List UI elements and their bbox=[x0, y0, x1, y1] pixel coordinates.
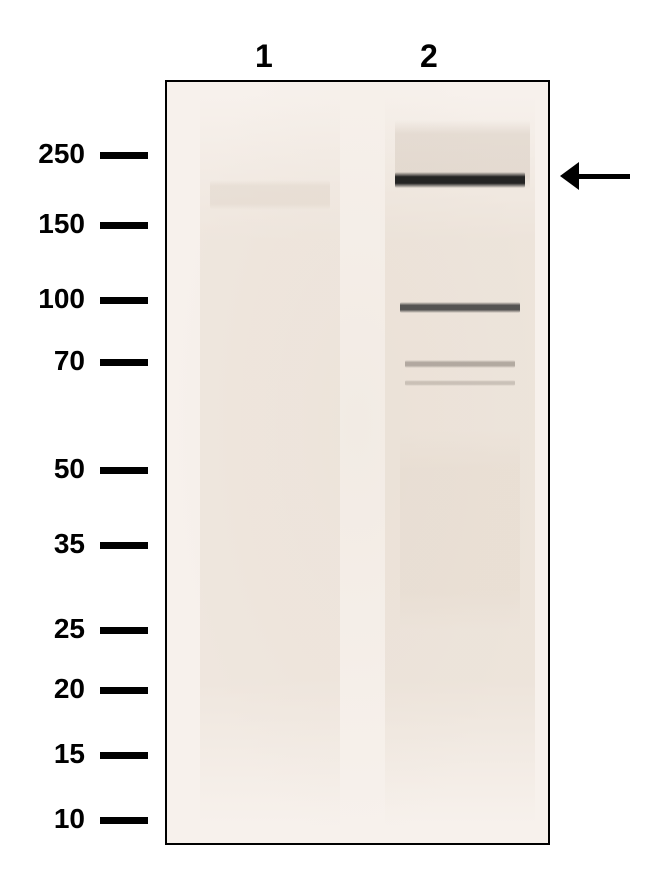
mw-label-15: 15 bbox=[54, 738, 85, 770]
mw-label-100: 100 bbox=[38, 283, 85, 315]
mw-label-20: 20 bbox=[54, 673, 85, 705]
mw-tick-15 bbox=[100, 752, 148, 759]
lane-smear-1-3 bbox=[210, 180, 330, 210]
mw-tick-150 bbox=[100, 222, 148, 229]
western-blot-figure: 1 2 250 150 100 70 50 35 25 20 15 10 bbox=[0, 0, 650, 870]
target-band-arrow bbox=[560, 176, 630, 204]
mw-tick-50 bbox=[100, 467, 148, 474]
arrow-head-icon bbox=[560, 162, 579, 190]
mw-label-25: 25 bbox=[54, 613, 85, 645]
lane-label-2: 2 bbox=[420, 38, 438, 75]
mw-label-10: 10 bbox=[54, 803, 85, 835]
band-lane2-1 bbox=[400, 302, 520, 313]
band-lane2-2 bbox=[405, 360, 515, 368]
mw-label-250: 250 bbox=[38, 138, 85, 170]
mw-tick-20 bbox=[100, 687, 148, 694]
mw-tick-70 bbox=[100, 359, 148, 366]
mw-tick-100 bbox=[100, 297, 148, 304]
lane-smear-2-4 bbox=[400, 430, 520, 630]
mw-tick-35 bbox=[100, 542, 148, 549]
mw-tick-10 bbox=[100, 817, 148, 824]
mw-label-150: 150 bbox=[38, 208, 85, 240]
mw-tick-25 bbox=[100, 627, 148, 634]
band-lane2-3 bbox=[405, 380, 515, 386]
mw-label-35: 35 bbox=[54, 528, 85, 560]
arrow-shaft bbox=[574, 174, 630, 179]
mw-label-50: 50 bbox=[54, 453, 85, 485]
mw-tick-250 bbox=[100, 152, 148, 159]
mw-label-70: 70 bbox=[54, 345, 85, 377]
lane-label-1: 1 bbox=[255, 38, 273, 75]
band-lane2-0 bbox=[395, 172, 525, 188]
